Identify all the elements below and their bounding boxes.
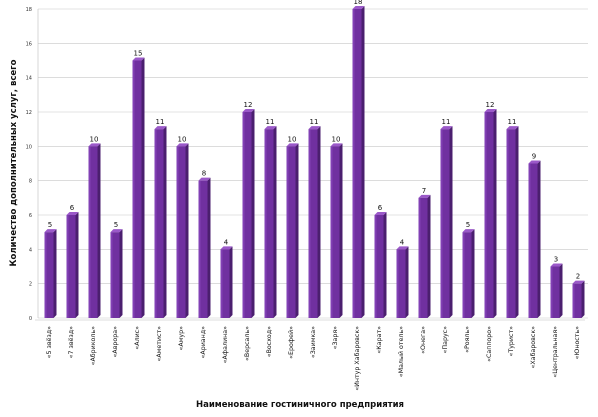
bar: [506, 126, 519, 319]
bar: [462, 229, 475, 318]
data-label: 10: [288, 135, 297, 143]
y-tick-label: 14: [26, 76, 32, 82]
bar: [88, 143, 101, 318]
x-tick-label: «Заимка»: [310, 326, 317, 358]
x-tick-label: «Турист»: [508, 326, 515, 357]
bar: [484, 109, 497, 318]
x-tick-label: «Амур»: [178, 326, 185, 351]
x-tick-label: «Парус»: [442, 326, 449, 354]
bar: [286, 143, 299, 318]
x-axis-ticks: «5 звёзд» «7 звёзд» «Абриколь» «Аврора» «Али…: [45, 326, 581, 391]
bar: [220, 246, 233, 318]
data-label: 6: [70, 204, 75, 212]
data-label: 5: [48, 221, 52, 229]
x-tick-label: «Интур Хабаровск»: [353, 326, 361, 391]
x-tick-label: «Онега»: [420, 326, 427, 354]
y-tick-label: 0: [29, 316, 32, 322]
x-tick-label: «Заря»: [332, 326, 339, 350]
data-label: 12: [486, 101, 495, 109]
x-tick-label: «Версаль»: [244, 326, 251, 361]
data-label: 18: [354, 0, 363, 6]
x-tick-label: «5 звёзд»: [45, 326, 53, 358]
data-label: 3: [554, 256, 558, 264]
bar: [44, 229, 57, 318]
data-label: 11: [266, 118, 275, 126]
data-label: 9: [532, 153, 536, 161]
bars: [44, 6, 585, 319]
bar: [330, 143, 343, 318]
data-label: 10: [332, 135, 341, 143]
bar: [110, 229, 123, 318]
bar: [264, 126, 277, 319]
data-label: 7: [422, 187, 426, 195]
y-tick-label: 12: [26, 110, 32, 116]
y-tick-label: 6: [29, 213, 32, 219]
x-tick-label: «Афалина»: [222, 326, 229, 363]
bar: [396, 246, 409, 318]
data-label: 2: [576, 273, 580, 281]
x-tick-label: «Абриколь»: [89, 326, 97, 366]
data-label: 4: [400, 238, 405, 246]
data-label: 11: [442, 118, 451, 126]
x-tick-label: «7 звёзд»: [67, 326, 75, 358]
bar: [374, 212, 387, 318]
y-tick-label: 8: [29, 179, 32, 185]
x-tick-label: «Рояль»: [464, 326, 471, 353]
y-tick-label: 16: [26, 41, 32, 47]
x-axis-title: Наименование гостиничного предприятия: [196, 400, 404, 410]
x-tick-label: «Карат»: [376, 326, 383, 354]
bar: [528, 160, 541, 318]
x-tick-label: «Аметист»: [156, 326, 163, 362]
bar: [308, 126, 321, 319]
x-tick-label: «Хабаровск»: [529, 326, 537, 369]
data-label: 11: [156, 118, 165, 126]
x-tick-label: «Алис»: [134, 326, 141, 350]
data-label: 15: [134, 50, 143, 58]
x-tick-label: «Малый отель»: [397, 326, 405, 377]
bar: [132, 57, 145, 318]
bar: [440, 126, 453, 319]
y-axis-ticks: 0 2 4 6 8 10 12 14 16 18: [26, 7, 32, 322]
x-tick-label: «Саппоро»: [486, 326, 493, 362]
x-tick-label: «Юность»: [574, 326, 581, 359]
bar: [352, 6, 365, 318]
x-tick-label: «Восход»: [266, 326, 273, 357]
data-label: 6: [378, 204, 383, 212]
y-tick-label: 2: [29, 282, 32, 288]
data-label: 10: [178, 135, 187, 143]
data-label: 11: [310, 118, 319, 126]
bar: [572, 280, 585, 318]
data-label: 12: [244, 101, 253, 109]
x-tick-label: «Арианд»: [200, 326, 207, 359]
data-label: 5: [466, 221, 470, 229]
x-tick-label: «Аврора»: [112, 326, 119, 358]
bar: [66, 212, 79, 318]
bar: [154, 126, 167, 319]
data-label: 8: [202, 170, 206, 178]
x-tick-label: «Ерофей»: [287, 326, 295, 359]
data-label: 5: [114, 221, 118, 229]
y-tick-label: 4: [29, 247, 32, 253]
bar: [418, 194, 431, 318]
data-label: 11: [508, 118, 517, 126]
y-tick-label: 18: [26, 7, 32, 13]
bar: [550, 263, 563, 318]
bar: [176, 143, 189, 318]
x-tick-label: «Центральная»: [552, 326, 559, 378]
bar: [198, 177, 211, 318]
data-label: 10: [90, 135, 99, 143]
y-tick-label: 10: [26, 144, 32, 150]
bar: [242, 109, 255, 318]
data-labels: 5 6 10 5 15 11 10 8 4 12 11 10 11 10 18 6 4 7 11 5 12 11 9 3 2: [48, 0, 580, 281]
data-label: 4: [224, 238, 229, 246]
y-axis-title: Количество дополнительных услуг, всего: [9, 59, 19, 266]
